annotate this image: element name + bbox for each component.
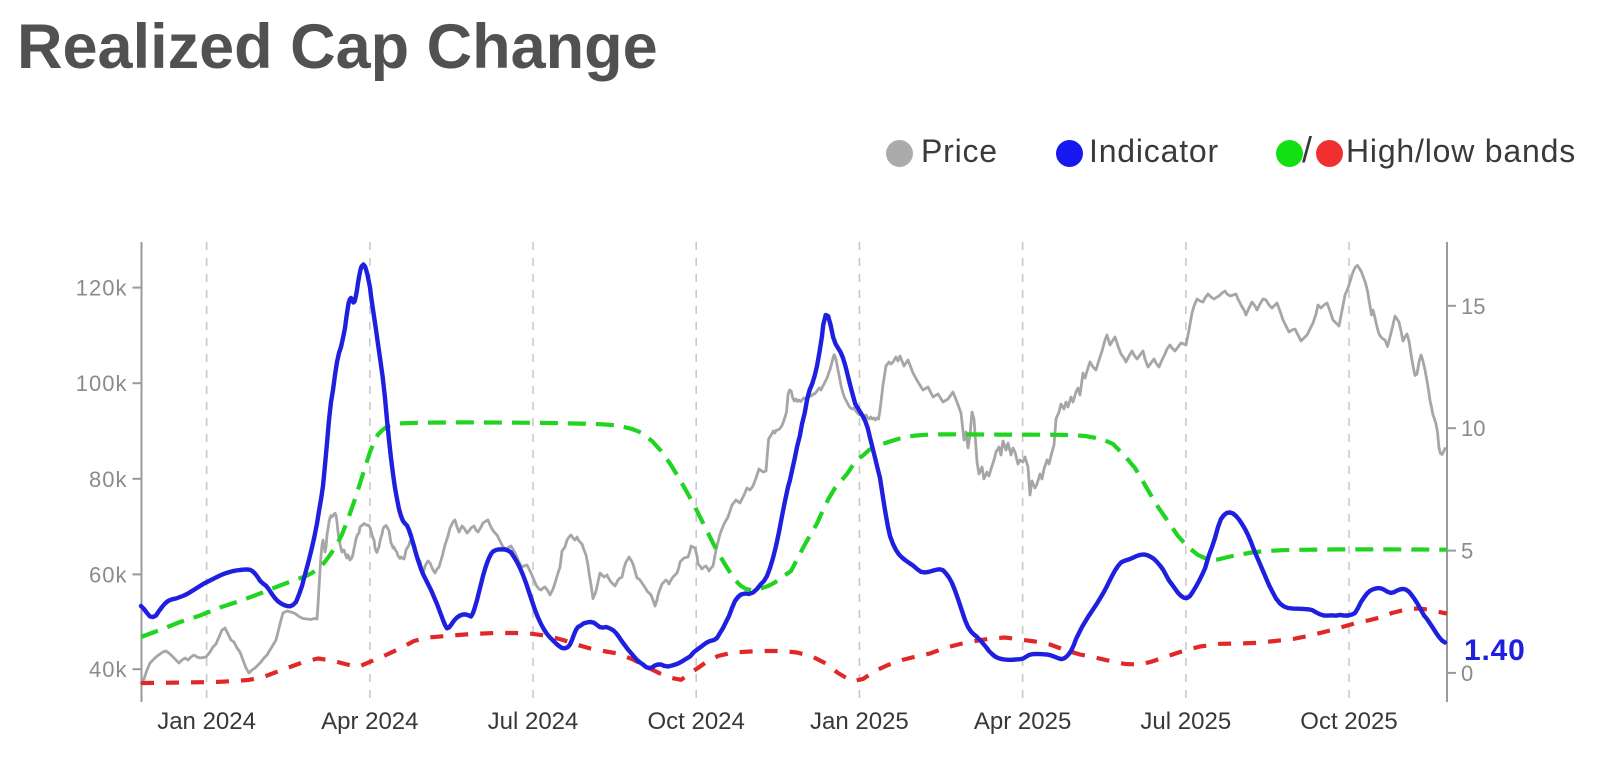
svg-text:Apr 2025: Apr 2025 [974,708,1071,735]
svg-text:Apr 2024: Apr 2024 [321,708,418,735]
svg-text:Jan 2024: Jan 2024 [157,708,256,735]
svg-text:40k: 40k [89,657,127,682]
svg-text:15: 15 [1461,294,1485,319]
svg-text:Oct 2025: Oct 2025 [1300,708,1397,735]
svg-text:1.40: 1.40 [1464,634,1526,667]
svg-text:Oct 2024: Oct 2024 [647,708,744,735]
svg-text:0: 0 [1461,661,1473,686]
svg-text:Jan 2025: Jan 2025 [810,708,909,735]
svg-text:120k: 120k [76,276,128,301]
svg-text:100k: 100k [76,371,128,396]
svg-text:10: 10 [1461,416,1485,441]
svg-text:80k: 80k [89,467,127,492]
svg-text:5: 5 [1461,539,1473,564]
svg-text:Jul 2024: Jul 2024 [488,708,579,735]
svg-text:Jul 2025: Jul 2025 [1140,708,1231,735]
svg-text:60k: 60k [89,562,127,587]
